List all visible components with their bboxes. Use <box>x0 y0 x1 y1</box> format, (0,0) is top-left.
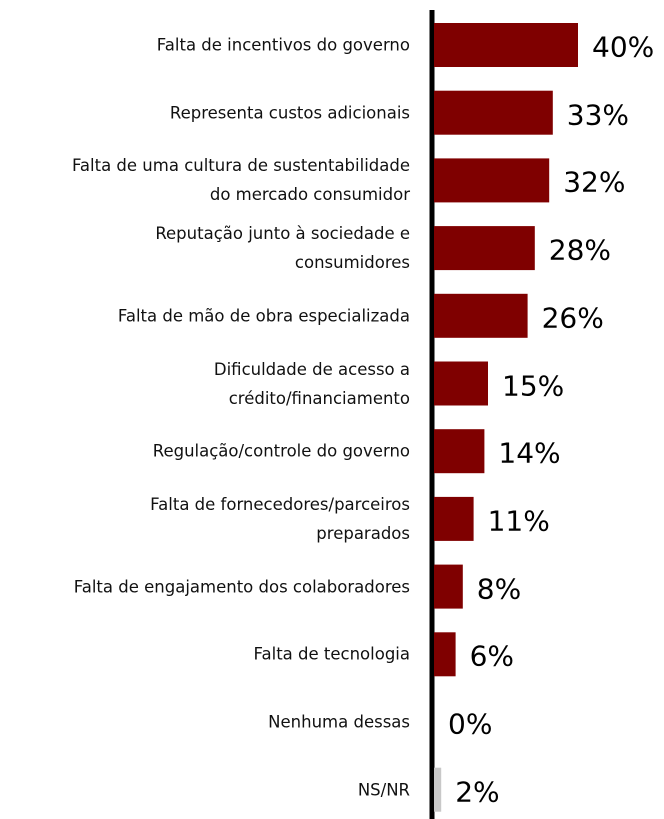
value-label: 8% <box>476 572 522 606</box>
category-label: Falta de incentivos do governo <box>156 35 410 55</box>
category-label: Falta de engajamento dos colaboradores <box>73 577 410 597</box>
category-label: Falta de mão de obra especializada <box>117 306 410 326</box>
category-label: Falta de uma cultura de sustentabilidade… <box>71 156 410 205</box>
value-label: 40% <box>592 30 655 64</box>
bar <box>434 226 535 271</box>
value-label: 33% <box>566 98 630 132</box>
bar <box>434 23 578 67</box>
category-label: Representa custos adicionais <box>169 103 410 123</box>
bar <box>434 90 553 135</box>
value-label: 0% <box>448 707 493 741</box>
bar <box>434 564 463 609</box>
category-label: Falta de fornecedores/parceiros preparad… <box>150 494 410 543</box>
value-label: 2% <box>455 775 500 809</box>
value-label: 11% <box>487 504 550 538</box>
bar <box>434 293 528 338</box>
value-label: 28% <box>548 233 612 267</box>
bar <box>434 767 442 812</box>
bar <box>434 361 488 406</box>
category-label: Nenhuma dessas <box>268 712 410 732</box>
value-label: 15% <box>502 369 565 402</box>
category-label: Regulação/controle do governo <box>152 441 410 461</box>
category-label: Reputação junto à sociedade e consumidor… <box>155 224 410 273</box>
bar <box>434 158 550 203</box>
category-label: Falta de tecnologia <box>253 644 410 664</box>
bar <box>434 632 456 677</box>
bar <box>434 429 485 474</box>
value-label: 26% <box>541 301 604 335</box>
category-label: Dificuldade de acesso a crédito/financia… <box>213 359 410 408</box>
bar <box>434 496 474 541</box>
category-label: NS/NR <box>357 780 410 800</box>
value-label: 6% <box>469 639 515 673</box>
value-label: 32% <box>563 165 626 199</box>
value-label: 14% <box>498 436 561 470</box>
